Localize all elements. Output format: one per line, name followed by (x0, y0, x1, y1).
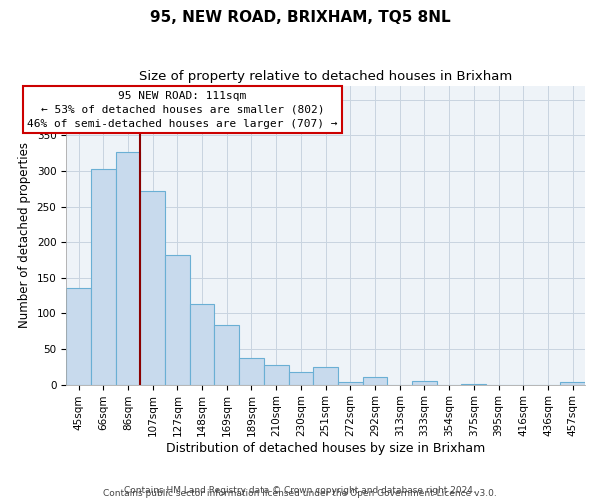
Bar (362, 377, 388, 384)
Text: Contains public sector information licensed under the Open Government Licence v3: Contains public sector information licen… (103, 488, 497, 498)
Y-axis label: Number of detached properties: Number of detached properties (18, 142, 31, 328)
Text: 95, NEW ROAD, BRIXHAM, TQ5 8NL: 95, NEW ROAD, BRIXHAM, TQ5 8NL (149, 10, 451, 25)
Bar (165, 255, 190, 384)
Bar (313, 367, 338, 384)
Bar (264, 366, 289, 384)
Bar (239, 358, 264, 384)
X-axis label: Distribution of detached houses by size in Brixham: Distribution of detached houses by size … (166, 442, 485, 455)
Title: Size of property relative to detached houses in Brixham: Size of property relative to detached ho… (139, 70, 512, 83)
Bar (140, 191, 165, 384)
Bar (560, 382, 585, 384)
Bar (214, 325, 239, 384)
Bar (412, 381, 437, 384)
Bar (66, 288, 91, 384)
Bar (91, 169, 116, 384)
Text: 95 NEW ROAD: 111sqm
← 53% of detached houses are smaller (802)
46% of semi-detac: 95 NEW ROAD: 111sqm ← 53% of detached ho… (27, 90, 338, 128)
Bar (338, 382, 362, 384)
Bar (190, 304, 214, 384)
Bar (116, 152, 140, 384)
Text: Contains HM Land Registry data © Crown copyright and database right 2024.: Contains HM Land Registry data © Crown c… (124, 486, 476, 495)
Bar (289, 372, 313, 384)
